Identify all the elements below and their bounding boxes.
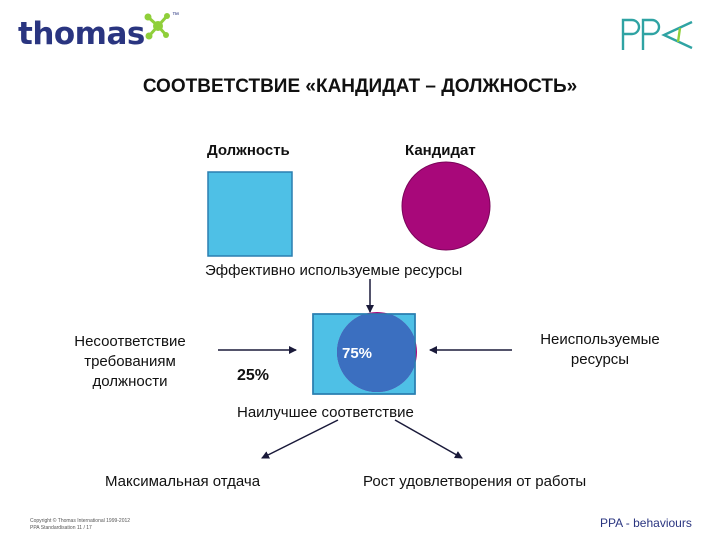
effective-resources-label: Эффективно используемые ресурсы <box>205 262 463 279</box>
job-square <box>207 171 293 257</box>
footer-section-label: PPA - behaviours <box>600 516 692 530</box>
candidate-circle <box>401 161 491 251</box>
mismatch-label: Несоответствие требованиям должности <box>74 333 186 390</box>
thomas-logo: thomas <box>18 16 145 52</box>
overlap-region <box>337 314 415 392</box>
position-label: Должность <box>207 142 290 159</box>
job-satisfaction-label: Рост удовлетворения от работы <box>363 473 587 490</box>
best-fit-label: Наилучшее соответствие <box>237 404 414 421</box>
page-title: СООТВЕТСТВИЕ «КАНДИДАТ – ДОЛЖНОСТЬ» <box>142 76 578 97</box>
candidate-label: Кандидат <box>405 142 476 159</box>
satisfaction-arrow <box>394 419 463 459</box>
ppa-logo-icon <box>621 18 693 50</box>
trademark-symbol: ™ <box>172 12 179 19</box>
max-return-label: Максимальная отдача <box>105 473 261 490</box>
percent-75-label: 75% <box>342 345 373 362</box>
max-return-arrow <box>261 419 339 459</box>
percent-25-label: 25% <box>237 367 270 384</box>
thomas-logo-mark-icon <box>144 13 170 40</box>
copyright-note: Copyright © Thomas International 1999-20… <box>30 518 131 531</box>
unused-resources-label: Неиспользуемые ресурсы <box>540 331 660 368</box>
